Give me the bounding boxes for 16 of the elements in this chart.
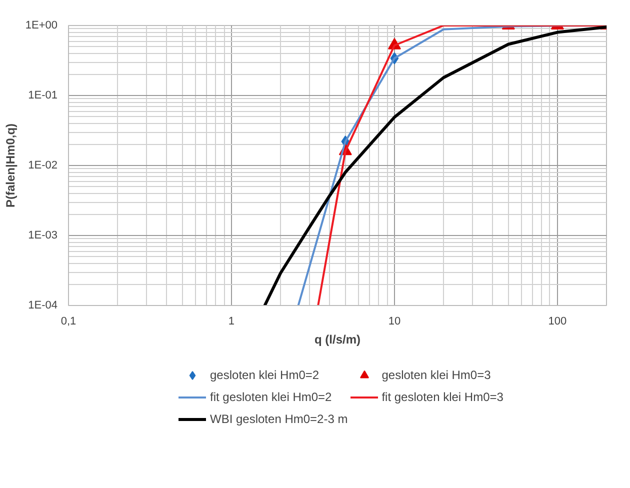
y-tick-label: 1E-02	[28, 160, 58, 172]
legend-label: fit gesloten klei Hm0=2	[210, 390, 333, 404]
y-tick-label: 1E-04	[28, 300, 58, 312]
y-tick-label: 1E+00	[25, 20, 58, 32]
y-tick-label: 1E-03	[28, 230, 58, 242]
legend-label: gesloten klei Hm0=2	[210, 368, 320, 382]
x-tick-label: 0,1	[60, 316, 76, 328]
x-tick-label: 100	[548, 316, 567, 328]
x-axis-title: q (l/s/m)	[314, 332, 361, 346]
x-tick-label: 10	[388, 316, 401, 328]
x-tick-label: 1	[228, 316, 235, 328]
y-tick-label: 1E-01	[28, 90, 58, 102]
legend-label: WBI gesloten Hm0=2-3 m	[210, 412, 348, 426]
legend-label: gesloten klei Hm0=3	[382, 368, 492, 382]
y-axis-title: P(falen|Hm0,q)	[3, 123, 18, 208]
legend-label: fit gesloten klei Hm0=3	[382, 390, 504, 404]
